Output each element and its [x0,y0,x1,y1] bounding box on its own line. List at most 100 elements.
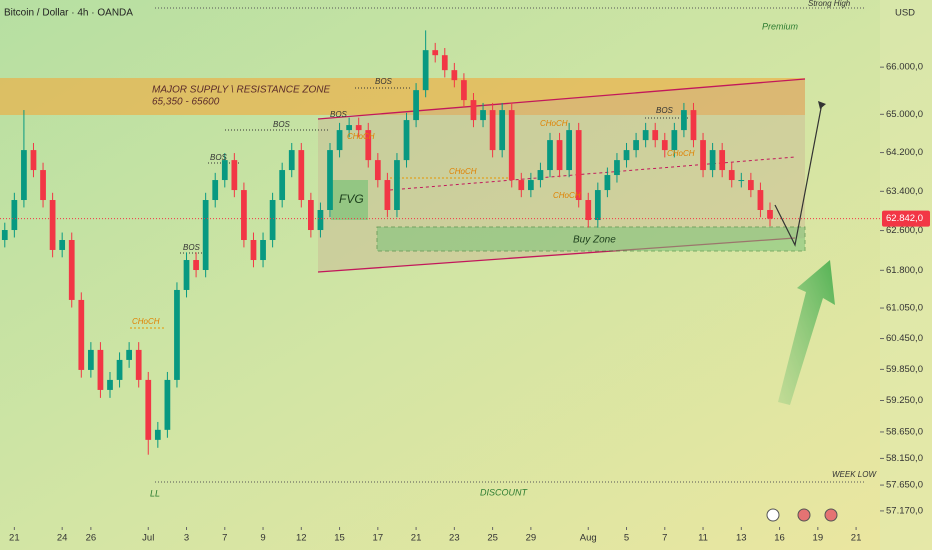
candle-body [11,200,18,231]
candle-body [40,170,46,201]
supply-zone [0,78,805,115]
y-tick-label: 61.800,0 [886,265,923,276]
candle-body [288,150,295,171]
candle-body [212,180,219,201]
candle-body [202,200,209,271]
y-tick-label: 63.400,0 [886,186,923,197]
candle-body [623,150,630,161]
annotation: BOS [375,77,393,86]
candle-body [757,190,764,210]
x-tick-label: 25 [487,533,498,544]
candle-body [145,379,152,440]
candle-body [537,170,544,181]
candle-body [709,150,716,171]
candle-body [432,50,439,56]
x-tick-label: 16 [774,533,785,544]
candle-body [384,180,391,210]
candle-body [126,349,132,360]
annotation: Buy Zone [573,235,616,246]
candle-body [327,150,333,210]
annotation: DISCOUNT [480,487,529,497]
candle-body [451,70,458,81]
candle-body [614,160,620,176]
x-tick-label: 11 [698,533,708,544]
annotation: Premium [762,21,799,31]
y-tick-label: 65.000,0 [886,109,923,120]
x-tick-label: 21 [9,533,20,544]
candle-body [279,170,286,201]
candle-body [116,359,123,380]
y-tick-label: 66.000,0 [886,62,923,73]
annotation: CHoCH [553,191,581,200]
candle-body [107,379,113,390]
candle-body [1,230,8,241]
annotation: BOS [330,110,348,119]
candle-body [336,130,343,151]
buy-zone [376,226,806,252]
annotation: Strong High [808,0,851,8]
candle-body [97,349,104,390]
candle-body [652,130,659,141]
current-price-box [882,210,930,227]
candle-body [422,50,429,91]
candle-body [681,110,687,131]
event-icon[interactable] [766,508,780,522]
x-tick-label: 23 [449,533,460,544]
candle-body [748,180,754,191]
candle-body [518,180,525,191]
y-tick-label: 61.050,0 [886,303,923,314]
candle-body [374,160,381,181]
event-icon[interactable] [824,508,838,522]
x-tick-label: 26 [86,533,97,544]
candle-body [728,170,735,181]
annotation: CHoCH [347,132,375,141]
y-tick-label: 64.200,0 [886,147,923,158]
candle-body [480,110,486,121]
candle-body [88,349,94,370]
candle-body [461,80,467,101]
candle-body [250,240,257,261]
candle-body [633,140,639,151]
currency: USD [895,8,915,19]
annotation: CHoCH [449,167,477,176]
candle-body [221,160,228,181]
x-tick-label: 15 [334,533,345,544]
candle-body [308,200,314,231]
candle-body [661,140,668,151]
candle-body [355,125,362,131]
candle-body [231,160,238,191]
annotation: FVG [339,192,364,206]
x-tick-label: 12 [296,533,307,544]
candle-body [413,90,419,121]
x-tick-label: 24 [57,533,68,544]
annotation: MAJOR SUPPLY \ RESISTANCE ZONE [152,85,331,96]
big-up-arrow [778,260,835,405]
candle-body [556,140,563,171]
annotation: BOS [273,120,291,129]
candle-body [642,130,649,141]
x-tick-label: 7 [222,533,227,544]
candle-body [135,349,142,380]
x-tick-label: 21 [851,533,862,544]
channel-top [317,78,806,120]
candle-body [164,379,171,430]
event-icon[interactable] [797,508,811,522]
candle-body [269,200,276,241]
candle-body [547,140,553,171]
candle-body [508,110,515,181]
x-tick-label: 5 [624,533,629,544]
candle-body [241,190,247,241]
candle-body [585,200,592,221]
x-tick-label: Jul [142,533,154,544]
candle-body [21,150,27,201]
candle-body [528,180,534,191]
candle-body [738,180,745,182]
y-tick-label: 57.650,0 [886,480,923,491]
candle-body [78,299,85,370]
y-tick-label: 59.250,0 [886,395,923,406]
x-tick-label: Aug [580,533,597,544]
x-tick-label: 17 [373,533,384,544]
candle-body [489,110,496,151]
annotation: LL [150,488,160,498]
